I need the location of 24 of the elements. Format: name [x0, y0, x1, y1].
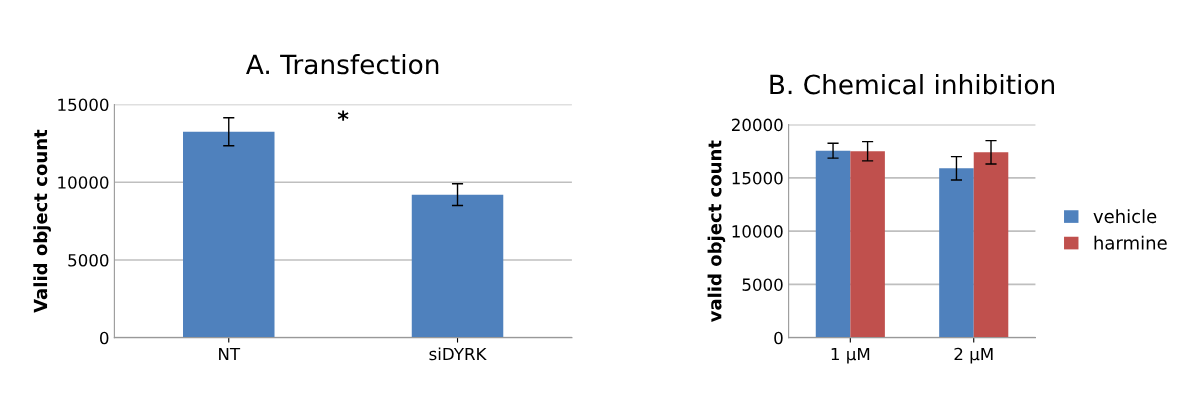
- y-tick-label: 5000: [68, 253, 109, 267]
- bar: [973, 152, 1009, 338]
- bar: [815, 150, 851, 338]
- chart-title: A. Transfection: [246, 53, 439, 75]
- y-tick-label: 15000: [732, 171, 783, 185]
- y-tick-label: 5000: [742, 278, 783, 291]
- annotation: *: [337, 110, 349, 121]
- legend-label: harmine: [1094, 235, 1167, 250]
- y-axis-title: valid object count: [707, 140, 726, 323]
- chart-title: B. Chemical inhibition: [770, 74, 1055, 95]
- bar: [850, 151, 885, 338]
- y-tick-label: 10000: [732, 225, 783, 238]
- x-tick-label: NT: [219, 347, 241, 361]
- y-tick-label: 10000: [58, 176, 109, 189]
- x-tick-label: siDYRK: [429, 347, 487, 361]
- x-tick-label: 1 µM: [831, 347, 870, 364]
- y-axis-title: Valid object count: [33, 129, 51, 313]
- y-tick-label: 15000: [58, 98, 109, 112]
- y-tick-label: 20000: [731, 118, 783, 132]
- bar: [939, 168, 974, 338]
- y-tick-label: 0: [100, 331, 109, 345]
- x-tick-label: 2 µM: [954, 347, 993, 364]
- y-tick-label: 0: [774, 331, 783, 345]
- legend-label: vehicle: [1093, 209, 1157, 224]
